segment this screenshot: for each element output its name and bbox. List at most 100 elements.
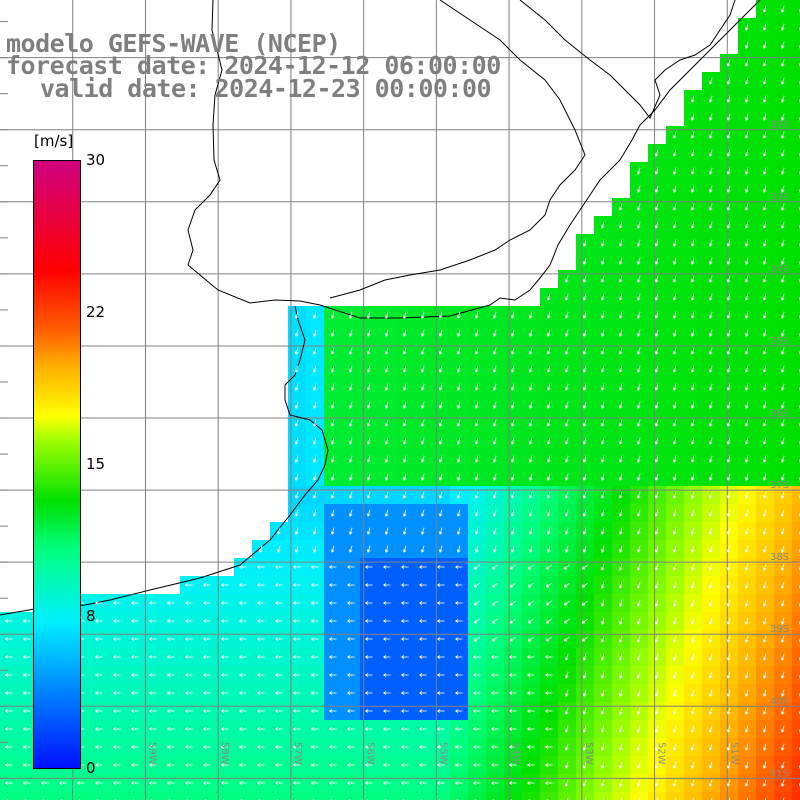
wind-arrow bbox=[5, 727, 13, 731]
wind-arrow bbox=[708, 401, 713, 409]
wind-arrow bbox=[492, 545, 497, 553]
wind-arrow bbox=[366, 419, 371, 427]
wind-arrow bbox=[582, 239, 587, 247]
wind-arrow bbox=[456, 329, 461, 337]
wind-arrow bbox=[456, 455, 461, 463]
wind-arrow bbox=[330, 473, 335, 481]
wind-arrow bbox=[491, 691, 499, 695]
wind-arrow bbox=[311, 601, 319, 605]
wind-arrow bbox=[708, 707, 713, 715]
wind-arrow bbox=[618, 293, 623, 301]
wind-arrow bbox=[95, 601, 103, 605]
wind-arrow bbox=[708, 437, 713, 445]
wind-arrow bbox=[41, 781, 49, 785]
wind-arrow bbox=[437, 691, 445, 695]
wind-arrow bbox=[185, 619, 193, 623]
wind-arrow bbox=[690, 365, 695, 373]
wind-arrow bbox=[527, 600, 535, 606]
wind-arrow bbox=[311, 691, 319, 695]
wind-arrow bbox=[744, 671, 749, 679]
wind-arrow bbox=[690, 563, 695, 571]
wind-arrow bbox=[762, 293, 767, 301]
wind-arrow bbox=[221, 781, 229, 785]
wind-arrow bbox=[509, 636, 517, 642]
wind-arrow bbox=[600, 365, 605, 373]
wind-arrow bbox=[654, 635, 659, 643]
wind-arrow bbox=[510, 365, 515, 373]
wind-arrow bbox=[582, 473, 587, 481]
wind-arrow bbox=[744, 41, 749, 49]
wind-arrow bbox=[492, 329, 497, 337]
wind-arrow bbox=[546, 311, 551, 319]
wind-arrow bbox=[708, 653, 713, 661]
wind-arrow bbox=[203, 619, 211, 623]
wind-speed-cell bbox=[792, 162, 800, 180]
wind-arrow bbox=[728, 797, 731, 800]
wind-arrow bbox=[780, 293, 785, 301]
wind-arrow bbox=[672, 167, 677, 175]
wind-arrow bbox=[564, 419, 569, 427]
wind-speed-cell bbox=[72, 792, 90, 800]
wind-arrow bbox=[5, 655, 13, 659]
wind-speed-cell bbox=[504, 792, 522, 800]
wind-arrow bbox=[690, 509, 695, 517]
wind-arrow bbox=[672, 257, 677, 265]
wind-speed-cell bbox=[792, 792, 800, 800]
wind-arrow bbox=[149, 655, 157, 659]
wind-arrow bbox=[762, 419, 767, 427]
wind-arrow bbox=[491, 564, 499, 570]
wind-arrow bbox=[456, 473, 461, 481]
wind-arrow bbox=[384, 545, 389, 553]
wind-arrow bbox=[563, 600, 571, 606]
wind-arrow bbox=[437, 727, 445, 731]
wind-arrow bbox=[221, 637, 229, 641]
wind-arrow bbox=[564, 725, 569, 733]
wind-arrow bbox=[708, 167, 713, 175]
wind-arrow bbox=[294, 401, 299, 409]
wind-arrow bbox=[5, 619, 13, 623]
wind-arrow bbox=[545, 673, 553, 677]
wind-speed-cell bbox=[792, 216, 800, 234]
wind-arrow bbox=[600, 401, 605, 409]
wind-arrow bbox=[113, 709, 121, 713]
wind-arrow bbox=[582, 491, 587, 499]
wind-arrow bbox=[600, 239, 605, 247]
wind-arrow bbox=[95, 637, 103, 641]
wind-arrow bbox=[347, 781, 355, 785]
wind-arrow bbox=[744, 347, 749, 355]
wind-arrow bbox=[600, 473, 605, 481]
wind-speed-cell bbox=[54, 792, 72, 800]
wind-arrow bbox=[618, 419, 623, 427]
wind-arrow bbox=[618, 509, 623, 517]
wind-arrow bbox=[527, 582, 535, 588]
wind-arrow bbox=[384, 311, 389, 319]
wind-arrow bbox=[77, 781, 85, 785]
wind-arrow bbox=[780, 653, 785, 661]
wind-arrow bbox=[762, 185, 767, 193]
wind-arrow bbox=[690, 167, 695, 175]
longitude-label: 55W bbox=[437, 742, 448, 765]
wind-arrow bbox=[329, 601, 337, 605]
wind-arrow bbox=[312, 545, 317, 553]
wind-arrow bbox=[455, 655, 463, 659]
wind-speed-cell bbox=[450, 792, 468, 800]
wind-speed-cell bbox=[162, 792, 180, 800]
wind-arrow bbox=[347, 637, 355, 641]
wind-arrow bbox=[726, 725, 731, 733]
wind-arrow bbox=[492, 473, 497, 481]
wind-arrow bbox=[185, 781, 193, 785]
wind-arrow bbox=[744, 77, 749, 85]
wind-arrow bbox=[239, 745, 247, 749]
wind-arrow bbox=[726, 707, 731, 715]
wind-arrow bbox=[636, 761, 641, 769]
wind-arrow bbox=[582, 761, 587, 769]
wind-arrow bbox=[762, 653, 767, 661]
wind-arrow bbox=[366, 365, 371, 373]
wind-arrow bbox=[366, 473, 371, 481]
wind-arrow bbox=[780, 419, 785, 427]
wind-arrow bbox=[708, 509, 713, 517]
wind-arrow bbox=[438, 545, 443, 553]
wind-arrow bbox=[221, 583, 229, 587]
wind-arrow bbox=[780, 23, 785, 31]
wind-arrow bbox=[312, 527, 317, 535]
